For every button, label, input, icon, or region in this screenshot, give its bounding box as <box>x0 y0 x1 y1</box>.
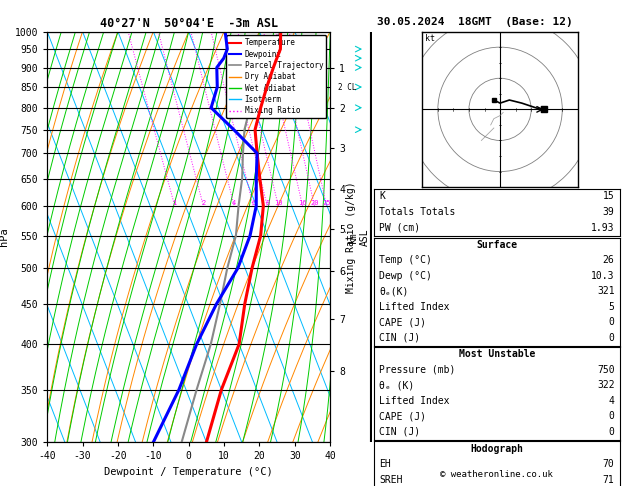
Text: Totals Totals: Totals Totals <box>379 207 455 217</box>
Text: PW (cm): PW (cm) <box>379 223 420 233</box>
Text: θₑ (K): θₑ (K) <box>379 381 415 390</box>
Text: 4: 4 <box>609 396 615 406</box>
Text: 20: 20 <box>310 200 319 206</box>
Text: 10.3: 10.3 <box>591 271 615 281</box>
Text: 8: 8 <box>265 200 269 206</box>
Text: Pressure (mb): Pressure (mb) <box>379 365 455 375</box>
Text: CAPE (J): CAPE (J) <box>379 411 426 421</box>
Text: 39: 39 <box>603 207 615 217</box>
Text: 0: 0 <box>609 317 615 327</box>
Text: 322: 322 <box>597 381 615 390</box>
Text: K: K <box>379 191 385 201</box>
Y-axis label: hPa: hPa <box>0 227 9 246</box>
Title: 40°27'N  50°04'E  -3m ASL: 40°27'N 50°04'E -3m ASL <box>99 17 278 31</box>
Text: kt: kt <box>425 34 435 43</box>
Text: 16: 16 <box>298 200 307 206</box>
Text: Most Unstable: Most Unstable <box>459 349 535 360</box>
Text: 0: 0 <box>609 332 615 343</box>
Text: Lifted Index: Lifted Index <box>379 302 450 312</box>
Text: 1: 1 <box>172 200 177 206</box>
Text: θₑ(K): θₑ(K) <box>379 286 409 296</box>
X-axis label: Dewpoint / Temperature (°C): Dewpoint / Temperature (°C) <box>104 467 273 477</box>
Text: CIN (J): CIN (J) <box>379 332 420 343</box>
Text: Surface: Surface <box>476 240 518 250</box>
Text: Temp (°C): Temp (°C) <box>379 256 432 265</box>
Y-axis label: km
ASL: km ASL <box>348 228 369 246</box>
Text: 2 CL: 2 CL <box>338 83 357 91</box>
Text: EH: EH <box>379 459 391 469</box>
Text: CIN (J): CIN (J) <box>379 427 420 437</box>
Text: 30.05.2024  18GMT  (Base: 12): 30.05.2024 18GMT (Base: 12) <box>377 17 573 27</box>
Text: 4: 4 <box>232 200 237 206</box>
Text: Dewp (°C): Dewp (°C) <box>379 271 432 281</box>
Text: Hodograph: Hodograph <box>470 444 523 454</box>
Text: 1.93: 1.93 <box>591 223 615 233</box>
Legend: Temperature, Dewpoint, Parcel Trajectory, Dry Adiabat, Wet Adiabat, Isotherm, Mi: Temperature, Dewpoint, Parcel Trajectory… <box>226 35 326 118</box>
Text: CAPE (J): CAPE (J) <box>379 317 426 327</box>
Text: 750: 750 <box>597 365 615 375</box>
Text: 321: 321 <box>597 286 615 296</box>
Text: 25: 25 <box>322 200 331 206</box>
Text: © weatheronline.co.uk: © weatheronline.co.uk <box>440 469 554 479</box>
Text: 2: 2 <box>201 200 206 206</box>
Text: 70: 70 <box>603 459 615 469</box>
Text: 10: 10 <box>274 200 282 206</box>
Text: 26: 26 <box>603 256 615 265</box>
Text: 0: 0 <box>609 427 615 437</box>
Text: 0: 0 <box>609 411 615 421</box>
Text: 5: 5 <box>609 302 615 312</box>
Text: 71: 71 <box>603 475 615 485</box>
Text: Lifted Index: Lifted Index <box>379 396 450 406</box>
Text: Mixing Ratio (g/kg): Mixing Ratio (g/kg) <box>346 181 355 293</box>
Text: 6: 6 <box>251 200 255 206</box>
Text: 15: 15 <box>603 191 615 201</box>
Text: SREH: SREH <box>379 475 403 485</box>
